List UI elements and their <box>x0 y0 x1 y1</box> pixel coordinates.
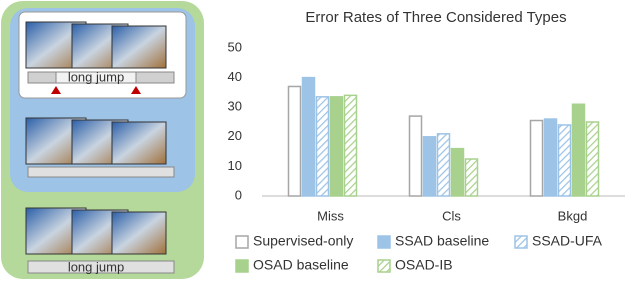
legend-label: SSAD-UFA <box>532 233 603 249</box>
action-label: long jump <box>68 69 124 84</box>
x-tick-label: Bkgd <box>558 208 588 223</box>
frames-middle <box>25 117 175 178</box>
bar <box>287 85 302 197</box>
legend-swatch <box>514 235 528 249</box>
y-tick-label: 30 <box>228 99 242 114</box>
bar <box>529 119 544 197</box>
y-tick-label: 20 <box>228 128 242 143</box>
bar <box>571 103 586 197</box>
y-tick-label: 0 <box>235 187 242 202</box>
legend-label: Supervised-only <box>253 233 353 249</box>
legend-swatch <box>235 235 249 249</box>
action-label: long jump <box>68 259 124 274</box>
diagram: long jump long jump <box>1 1 204 279</box>
bar <box>343 94 358 197</box>
bar <box>422 136 437 197</box>
bar <box>301 76 316 197</box>
legend-label: OSAD-IB <box>395 257 453 273</box>
bar <box>315 96 330 197</box>
legend-swatch <box>377 259 391 273</box>
y-tick-label: 10 <box>228 158 242 173</box>
legend-swatch <box>377 235 391 249</box>
bar <box>557 124 572 197</box>
bar <box>543 118 558 197</box>
chart-title: Error Rates of Three Considered Types <box>305 9 566 26</box>
legend-swatch <box>235 259 249 273</box>
bar <box>436 133 451 197</box>
y-tick-label: 40 <box>228 69 242 84</box>
bar <box>450 147 465 197</box>
bar <box>329 96 344 197</box>
x-tick-label: Cls <box>442 208 461 223</box>
x-tick-label: Miss <box>317 208 344 223</box>
legend-label: SSAD baseline <box>395 233 489 249</box>
frames-bottom: long jump <box>25 207 175 274</box>
bar <box>585 121 600 197</box>
frames-top: long jump <box>25 21 175 94</box>
y-tick-label: 50 <box>228 39 242 54</box>
legend-label: OSAD baseline <box>253 257 349 273</box>
bar <box>408 115 423 197</box>
bar <box>464 158 479 197</box>
